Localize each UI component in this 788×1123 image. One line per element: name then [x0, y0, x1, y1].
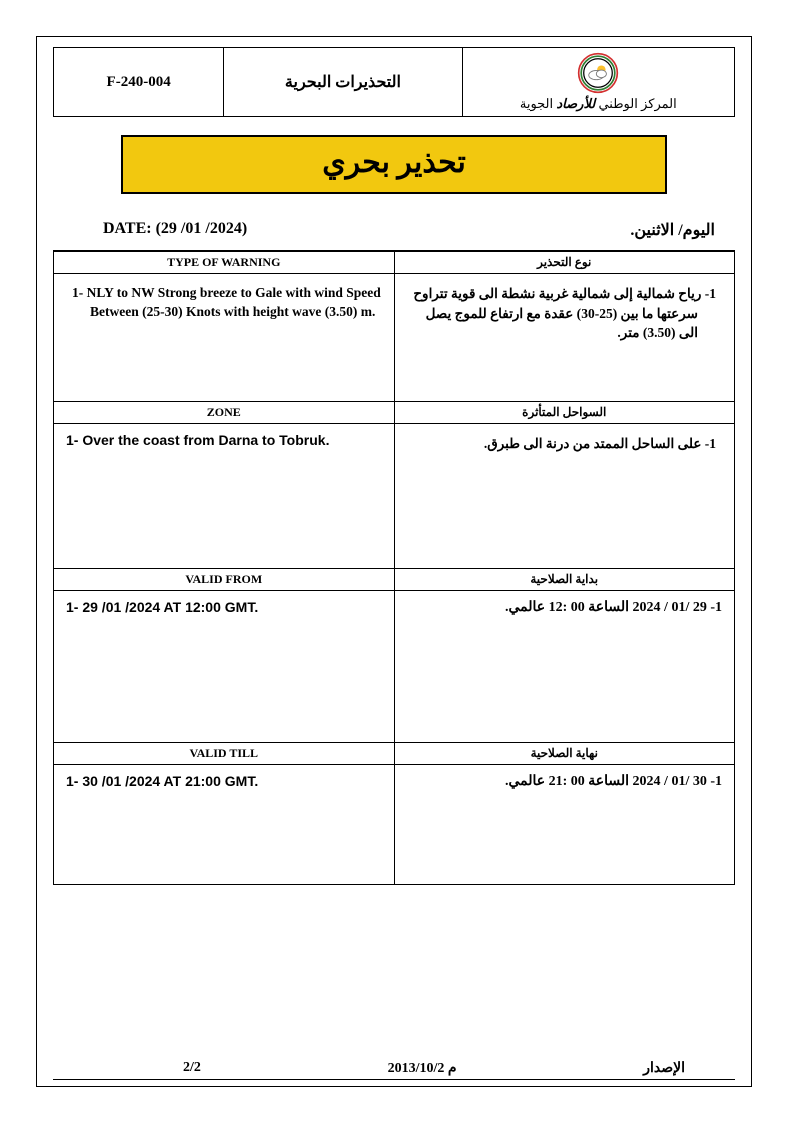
validtill-item-ar: 1- 30 /01 / 2024 الساعة 00 :21 عالمي. — [405, 769, 725, 790]
type-content-ar: 1- رياح شمالية إلى شمالية غربية نشطة الى… — [394, 274, 735, 402]
banner-text: تحذير بحري — [123, 145, 665, 180]
zone-item-ar: 1- على الساحل الممتد من درنة الى طبرق. — [405, 428, 725, 454]
page-number: 2/2 — [183, 1060, 201, 1077]
zone-content-ar: 1- على الساحل الممتد من درنة الى طبرق. — [394, 424, 735, 569]
validtill-content-ar: 1- 30 /01 / 2024 الساعة 00 :21 عالمي. — [394, 765, 735, 885]
issue-date: 2013/10/2 م — [388, 1060, 457, 1077]
validfrom-content-en: 1- 29 /01 /2024 AT 12:00 GMT. — [54, 591, 395, 743]
type-item-en: 1- NLY to NW Strong breeze to Gale with … — [64, 278, 384, 322]
type-content-en: 1- NLY to NW Strong breeze to Gale with … — [54, 274, 395, 402]
validfrom-item-ar: 1- 29 /01 / 2024 الساعة 00 :12 عالمي. — [405, 595, 725, 616]
banner-wrap: تحذير بحري — [53, 135, 735, 194]
page-frame: F-240-004 التحذيرات البحرية المركز الوطن… — [36, 36, 752, 1087]
type-item-ar: 1- رياح شمالية إلى شمالية غربية نشطة الى… — [405, 278, 725, 343]
day-ar: اليوم/ الاثنين. — [630, 220, 715, 240]
validfrom-header-ar: بداية الصلاحية — [394, 569, 735, 591]
org-logo-icon — [577, 52, 619, 94]
form-code-cell: F-240-004 — [54, 48, 224, 117]
form-code: F-240-004 — [107, 74, 171, 90]
org-name: المركز الوطني للأرصاد الجوية — [520, 96, 677, 112]
warning-banner: تحذير بحري — [121, 135, 667, 194]
type-header-ar: نوع التحذير — [394, 252, 735, 274]
validtill-content-en: 1- 30 /01 /2024 AT 21:00 GMT. — [54, 765, 395, 885]
doc-title-ar: التحذيرات البحرية — [224, 48, 462, 117]
zone-header-ar: السواحل المتأثرة — [394, 402, 735, 424]
header-table: F-240-004 التحذيرات البحرية المركز الوطن… — [53, 47, 735, 117]
validtill-item-en: 1- 30 /01 /2024 AT 21:00 GMT. — [64, 769, 384, 789]
date-en: DATE: (29 /01 /2024) — [103, 220, 247, 240]
date-row: DATE: (29 /01 /2024) اليوم/ الاثنين. — [53, 220, 735, 240]
footer: 2/2 2013/10/2 م الإصدار — [53, 1060, 735, 1080]
validfrom-content-ar: 1- 29 /01 / 2024 الساعة 00 :12 عالمي. — [394, 591, 735, 743]
warning-table: TYPE OF WARNING نوع التحذير 1- NLY to NW… — [53, 251, 735, 885]
validfrom-item-en: 1- 29 /01 /2024 AT 12:00 GMT. — [64, 595, 384, 615]
validtill-header-en: VALID TILL — [54, 743, 395, 765]
org-cell: المركز الوطني للأرصاد الجوية — [462, 48, 734, 117]
zone-content-en: 1- Over the coast from Darna to Tobruk. — [54, 424, 395, 569]
validtill-header-ar: نهاية الصلاحية — [394, 743, 735, 765]
issue-label-ar: الإصدار — [643, 1060, 685, 1077]
zone-header-en: ZONE — [54, 402, 395, 424]
validfrom-header-en: VALID FROM — [54, 569, 395, 591]
zone-item-en: 1- Over the coast from Darna to Tobruk. — [64, 428, 384, 448]
footer-divider — [53, 1079, 735, 1080]
type-header-en: TYPE OF WARNING — [54, 252, 395, 274]
